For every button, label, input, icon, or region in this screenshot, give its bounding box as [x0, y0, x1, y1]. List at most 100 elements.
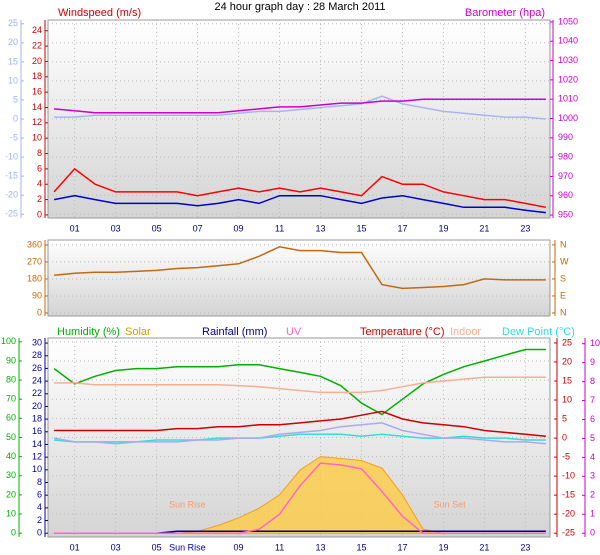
legend-entry: Solar [125, 326, 151, 338]
y-tick-label: N [560, 239, 567, 249]
y-tick-label: 8 [37, 148, 42, 158]
y-tick-label: 7 [590, 395, 595, 405]
line [53, 167, 547, 209]
y-tick-label: 14 [32, 439, 42, 449]
y-tick-label: 0 [37, 528, 42, 538]
y-tick-label: 4 [590, 452, 595, 462]
x-tick-label: 19 [438, 542, 448, 552]
y-tick-label: 1040 [558, 36, 578, 46]
y-tick-label: 30 [6, 470, 16, 480]
y-tick-label: -20 [562, 509, 575, 519]
y-tick-label: 10 [6, 508, 16, 518]
y-tick-label: 10 [562, 394, 572, 404]
x-tick-label: 21 [479, 223, 489, 233]
plot-area [47, 19, 551, 219]
x-tick-label: 09 [234, 223, 244, 233]
y-tick-label: E [560, 290, 566, 300]
y-tick-label: N [560, 307, 567, 317]
y-tick-label: 1000 [558, 113, 578, 123]
y-tick-label: 16 [32, 426, 42, 436]
y-tick-label: 960 [558, 190, 573, 200]
y-tick-label: 16 [32, 87, 42, 97]
y-tick-label: 8 [37, 477, 42, 487]
x-tick-label: 17 [397, 223, 407, 233]
y-tick-label: 18 [32, 413, 42, 423]
x-tick-label: 07 [193, 223, 203, 233]
legend-entry: UV [286, 326, 302, 338]
y-tick-label: 25 [562, 337, 572, 347]
y-tick-label: 22 [32, 388, 42, 398]
x-tick-label: 01 [70, 223, 80, 233]
x-tick-label: 13 [316, 542, 326, 552]
legend-entry: Rainfall (mm) [202, 326, 267, 338]
y-tick-label: 970 [558, 171, 573, 181]
y-tick-label: 22 [32, 40, 42, 50]
y-tick-label: -5 [10, 132, 18, 142]
y-tick-label: S [560, 273, 566, 283]
y-tick-label: 28 [32, 350, 42, 360]
y-tick-label: 4 [37, 502, 42, 512]
x-tick-label: 03 [111, 542, 121, 552]
y-tick-label: 9 [590, 357, 595, 367]
line [54, 95, 546, 120]
y-tick-label: 12 [32, 452, 42, 462]
x-tick-label: 03 [111, 223, 121, 233]
y-tick-label: 60 [6, 413, 16, 423]
axis-label: Windspeed (m/s) [58, 7, 141, 19]
y-tick-label: 25 [8, 18, 18, 28]
y-tick-label: 10 [32, 464, 42, 474]
x-tick-label: 05 [152, 542, 162, 552]
y-tick-label: 100 [1, 336, 16, 346]
y-tick-label: W [560, 256, 569, 266]
annotation: Sun Rise [169, 499, 206, 509]
axis-label: Barometer (hpa) [465, 7, 545, 19]
y-tick-label: 270 [27, 256, 42, 266]
y-tick-label: 15 [8, 56, 18, 66]
line [54, 246, 546, 290]
x-tick-label: 05 [152, 223, 162, 233]
y-tick-label: 2 [37, 515, 42, 525]
y-tick-label: 0 [13, 113, 18, 123]
y-tick-label: 20 [32, 56, 42, 66]
x-tick-label: 23 [520, 223, 530, 233]
x-tick-label: 15 [356, 223, 366, 233]
y-tick-label: 2 [590, 490, 595, 500]
y-tick-label: 18 [32, 71, 42, 81]
y-tick-label: 6 [37, 163, 42, 173]
line [53, 194, 546, 214]
y-tick-label: -10 [5, 151, 18, 161]
legend-entry: Indoor [450, 326, 482, 338]
y-tick-label: 70 [6, 394, 16, 404]
y-tick-label: 980 [558, 152, 573, 162]
y-tick-label: 1 [590, 509, 595, 519]
line [54, 98, 546, 114]
y-tick-label: 20 [32, 401, 42, 411]
y-tick-label: 0 [37, 209, 42, 219]
y-tick-label: 1010 [558, 94, 578, 104]
y-tick-label: 1020 [558, 74, 578, 84]
annotation: Sun Set [434, 499, 467, 509]
line [53, 348, 546, 416]
y-tick-label: 0 [590, 528, 595, 538]
y-tick-label: -25 [562, 528, 575, 538]
y-tick-label: -25 [5, 209, 18, 219]
y-tick-label: -15 [5, 170, 18, 180]
y-tick-label: 3 [590, 471, 595, 481]
y-tick-label: 26 [32, 363, 42, 373]
y-tick-label: 24 [32, 25, 42, 35]
y-tick-label: 1050 [558, 16, 578, 26]
x-tick-label: 11 [275, 223, 284, 233]
plot-area [47, 239, 551, 317]
x-tick-label: 17 [397, 542, 407, 552]
y-tick-label: 10 [8, 75, 18, 85]
y-tick-label: 10 [32, 133, 42, 143]
y-tick-label: 8 [590, 376, 595, 386]
legend-entry: Temperature (°C) [360, 326, 444, 338]
legend-entry: Humidity (%) [57, 326, 120, 338]
y-tick-label: 12 [32, 117, 42, 127]
line [54, 410, 546, 437]
y-tick-label: 2 [37, 194, 42, 204]
y-tick-label: 0 [11, 528, 16, 538]
x-tick-label: 21 [479, 542, 489, 552]
